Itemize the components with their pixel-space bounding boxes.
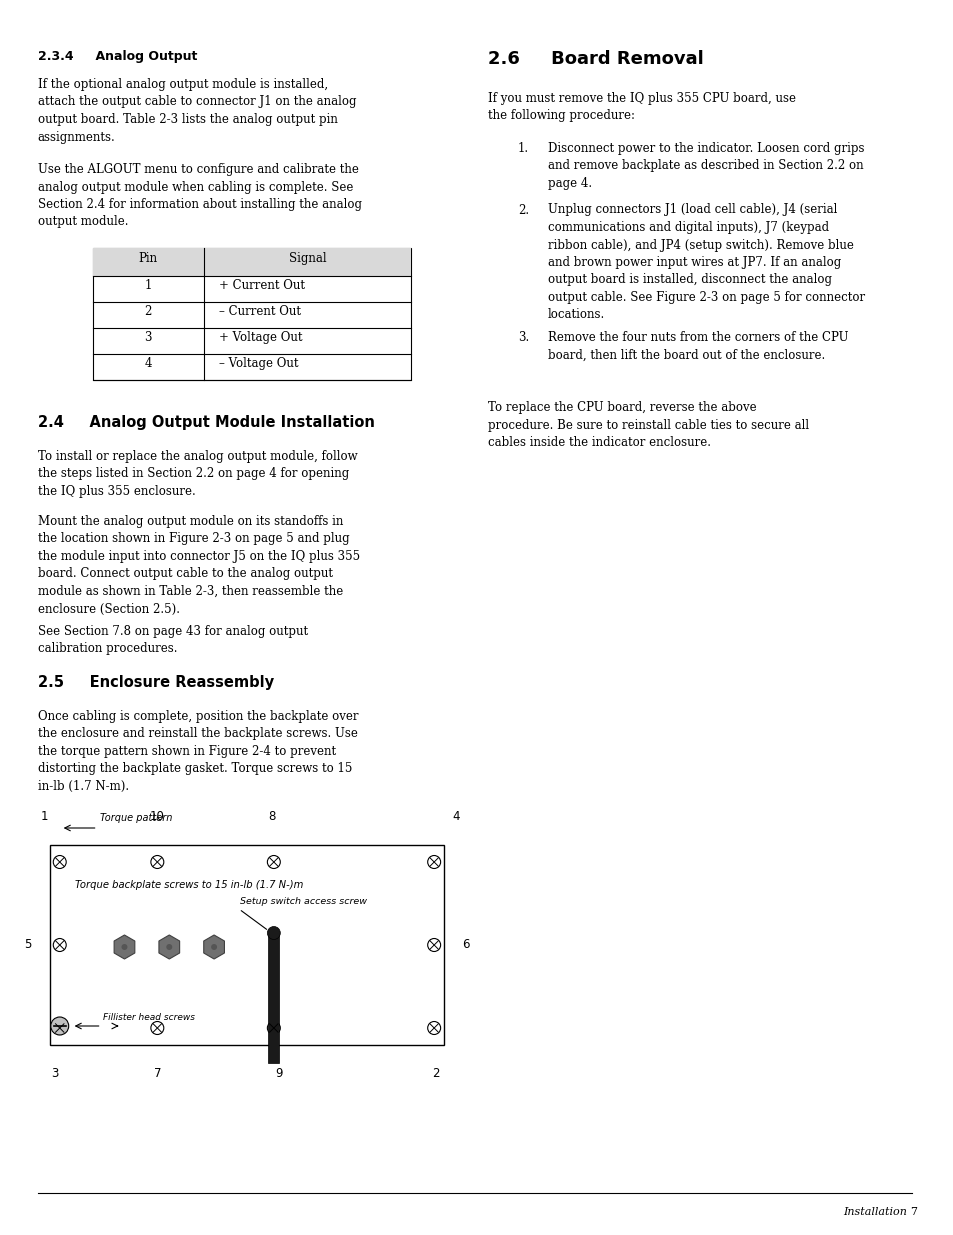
Text: 10: 10 [150, 810, 165, 823]
Text: 2.4     Analog Output Module Installation: 2.4 Analog Output Module Installation [38, 415, 375, 430]
Text: 9: 9 [274, 1067, 282, 1079]
Text: + Current Out: + Current Out [219, 279, 305, 291]
Text: 3: 3 [145, 331, 152, 345]
Text: 7: 7 [909, 1207, 916, 1216]
Text: Signal: Signal [289, 252, 326, 266]
Text: 4: 4 [452, 810, 459, 823]
Text: 3.: 3. [517, 331, 529, 345]
Text: 1: 1 [145, 279, 152, 291]
Text: 2: 2 [432, 1067, 439, 1079]
Circle shape [151, 1021, 164, 1035]
Text: 2.3.4     Analog Output: 2.3.4 Analog Output [38, 49, 197, 63]
Text: 2.5     Enclosure Reassembly: 2.5 Enclosure Reassembly [38, 676, 274, 690]
Text: 8: 8 [268, 810, 275, 823]
Text: To replace the CPU board, reverse the above
procedure. Be sure to reinstall cabl: To replace the CPU board, reverse the ab… [487, 401, 808, 450]
Text: Unplug connectors J1 (load cell cable), J4 (serial
communications and digital in: Unplug connectors J1 (load cell cable), … [547, 204, 864, 321]
Text: 3: 3 [51, 1067, 58, 1079]
Circle shape [166, 944, 172, 950]
Text: See Section 7.8 on page 43 for analog output
calibration procedures.: See Section 7.8 on page 43 for analog ou… [38, 625, 308, 656]
Circle shape [51, 1016, 69, 1035]
Circle shape [53, 1021, 66, 1035]
Circle shape [427, 939, 440, 951]
Polygon shape [159, 935, 179, 960]
Text: Remove the four nuts from the corners of the CPU
board, then lift the board out : Remove the four nuts from the corners of… [547, 331, 847, 362]
Text: 2.6     Board Removal: 2.6 Board Removal [487, 49, 703, 68]
Circle shape [121, 944, 128, 950]
Text: To install or replace the analog output module, follow
the steps listed in Secti: To install or replace the analog output … [38, 450, 357, 498]
Text: Use the ALGOUT menu to configure and calibrate the
analog output module when cab: Use the ALGOUT menu to configure and cal… [38, 163, 361, 228]
Text: If you must remove the IQ plus 355 CPU board, use
the following procedure:: If you must remove the IQ plus 355 CPU b… [487, 91, 795, 122]
Text: 5: 5 [24, 939, 31, 951]
Text: + Voltage Out: + Voltage Out [219, 331, 302, 345]
Text: 1.: 1. [517, 142, 528, 156]
Text: Installation: Installation [842, 1207, 906, 1216]
Text: Mount the analog output module on its standoffs in
the location shown in Figure : Mount the analog output module on its st… [38, 515, 359, 615]
Text: Torque pattern: Torque pattern [99, 813, 172, 823]
Text: 7: 7 [153, 1067, 161, 1079]
Circle shape [267, 1021, 280, 1035]
Text: Setup switch access screw: Setup switch access screw [240, 897, 367, 906]
Circle shape [151, 856, 164, 868]
Text: 4: 4 [145, 357, 152, 370]
Text: Disconnect power to the indicator. Loosen cord grips
and remove backplate as des: Disconnect power to the indicator. Loose… [547, 142, 863, 190]
Text: If the optional analog output module is installed,
attach the output cable to co: If the optional analog output module is … [38, 78, 356, 143]
Circle shape [427, 1021, 440, 1035]
Text: 2: 2 [145, 305, 152, 317]
Text: Fillister head screws: Fillister head screws [103, 1013, 194, 1023]
Bar [50, 845, 444, 1045]
Circle shape [267, 926, 280, 940]
Circle shape [211, 944, 217, 950]
Text: 1: 1 [41, 810, 49, 823]
Polygon shape [204, 935, 224, 960]
Text: Once cabling is complete, position the backplate over
the enclosure and reinstal: Once cabling is complete, position the b… [38, 710, 358, 793]
Circle shape [427, 856, 440, 868]
Text: Torque backplate screws to 15 in-lb (1.7 N-)m: Torque backplate screws to 15 in-lb (1.7… [74, 881, 303, 890]
Text: 6: 6 [462, 939, 469, 951]
Polygon shape [114, 935, 134, 960]
Bar [92, 248, 411, 275]
Circle shape [53, 939, 66, 951]
Bar [268, 932, 279, 1063]
Text: – Voltage Out: – Voltage Out [219, 357, 298, 370]
Text: – Current Out: – Current Out [219, 305, 301, 317]
Bar [92, 248, 411, 380]
Circle shape [267, 856, 280, 868]
Text: Pin: Pin [139, 252, 158, 266]
Circle shape [53, 856, 66, 868]
Text: 2.: 2. [517, 204, 528, 216]
